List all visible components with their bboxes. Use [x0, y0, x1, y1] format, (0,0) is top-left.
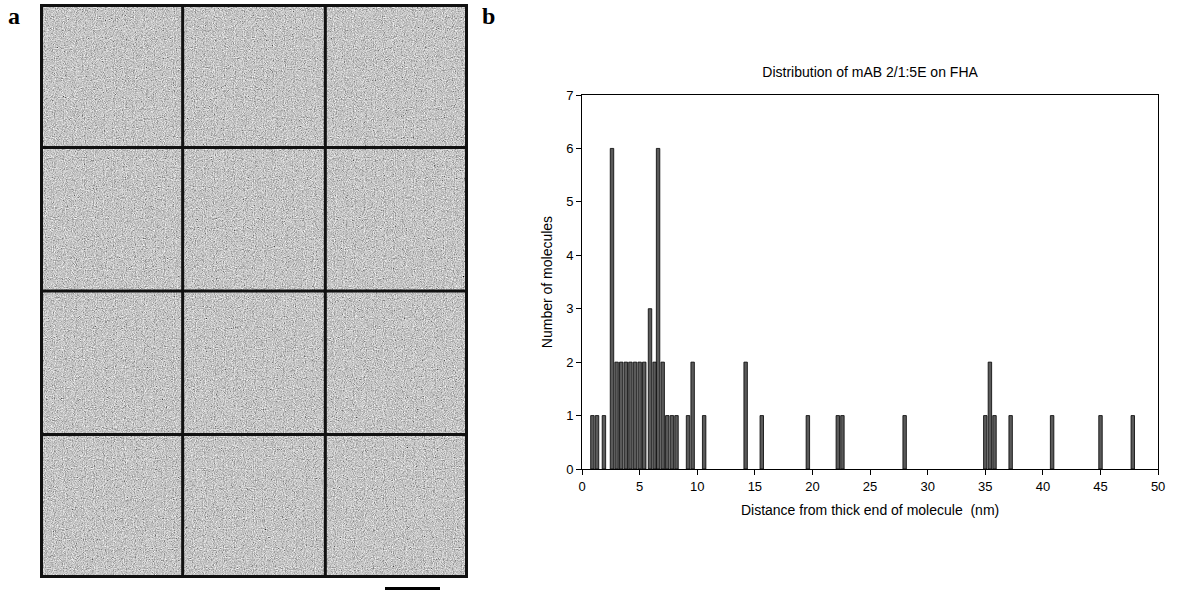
- svg-text:15: 15: [748, 479, 762, 494]
- svg-text:7: 7: [566, 88, 573, 103]
- svg-text:30: 30: [920, 479, 934, 494]
- svg-text:3: 3: [566, 301, 573, 316]
- svg-text:4: 4: [566, 248, 573, 263]
- svg-text:10: 10: [690, 479, 704, 494]
- svg-text:35: 35: [978, 479, 992, 494]
- html-text:b: b: [482, 3, 496, 29]
- svg-text:20: 20: [805, 479, 819, 494]
- html-text:a: a: [8, 3, 20, 29]
- svg-text:Distance from thick end of mol: Distance from thick end of molecule (nm): [741, 502, 999, 518]
- svg-text:5: 5: [566, 194, 573, 209]
- svg-text:5: 5: [636, 479, 643, 494]
- svg-text:25: 25: [863, 479, 877, 494]
- svg-text:0: 0: [566, 462, 573, 477]
- svg-text:6: 6: [566, 141, 573, 156]
- svg-text:Number of molecules: Number of molecules: [539, 216, 555, 348]
- svg-text:40: 40: [1036, 479, 1050, 494]
- svg-text:45: 45: [1093, 479, 1107, 494]
- svg-text:2: 2: [566, 355, 573, 370]
- svg-text:0: 0: [578, 479, 585, 494]
- svg-text:1: 1: [566, 408, 573, 423]
- svg-text:50: 50: [1151, 479, 1165, 494]
- svg-text:Distribution of mAB 2/1:5E on: Distribution of mAB 2/1:5E on FHA: [762, 64, 978, 80]
